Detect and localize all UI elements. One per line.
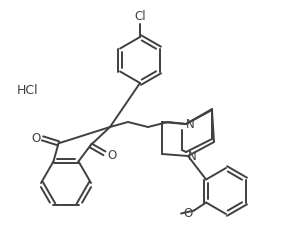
Text: N: N <box>186 118 194 130</box>
Text: O: O <box>184 207 193 220</box>
Text: Cl: Cl <box>134 10 146 24</box>
Text: O: O <box>31 132 40 145</box>
Text: HCl: HCl <box>17 84 39 96</box>
Text: O: O <box>107 149 116 162</box>
Text: N: N <box>188 149 196 163</box>
